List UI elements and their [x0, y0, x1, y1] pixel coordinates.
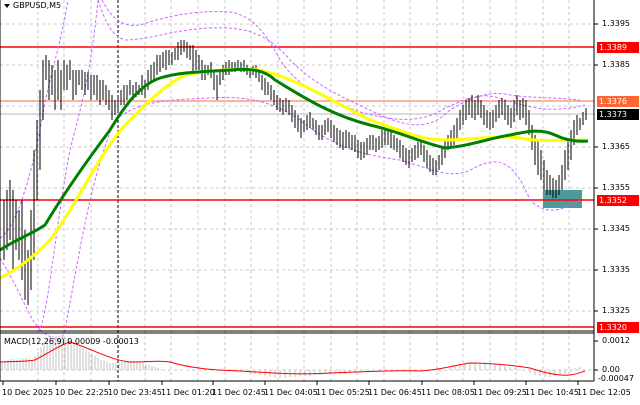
price-tick: 1.3355 — [602, 183, 630, 192]
price-tick: 1.3365 — [602, 142, 630, 151]
macd-histogram — [1, 336, 581, 378]
time-label: 11 Dec 02:45 — [212, 388, 266, 397]
time-label: 11 Dec 08:05 — [421, 388, 475, 397]
time-label: 11 Dec 04:05 — [264, 388, 318, 397]
price-label-level: 1.3376 — [597, 96, 639, 107]
price-label-resistance: 1.3389 — [597, 42, 639, 53]
ma-fast-line — [0, 67, 589, 252]
macd-label: MACD(12,26,9) 0.00009 -0.00013 — [4, 337, 139, 346]
price-label-support-low: 1.3320 — [597, 322, 639, 333]
price-label-current: 1.3373 — [597, 109, 639, 120]
time-label: 10 Dec 22:25 — [55, 388, 109, 397]
price-tick: 1.3325 — [602, 306, 630, 315]
time-label: 11 Dec 12:05 — [577, 388, 631, 397]
time-label: 11 Dec 05:25 — [316, 388, 370, 397]
time-label: 11 Dec 01:20 — [161, 388, 215, 397]
time-label: 11 Dec 09:25 — [473, 388, 527, 397]
price-tick: 1.3385 — [602, 60, 630, 69]
price-tick: 1.3335 — [602, 265, 630, 274]
time-label: 11 Dec 10:45 — [525, 388, 579, 397]
macd-tick: -0.00047 — [598, 374, 634, 383]
time-label: 11 Dec 06:45 — [368, 388, 422, 397]
price-tick: 1.3395 — [602, 19, 630, 28]
price-label-support: 1.3352 — [597, 195, 639, 206]
triangle-down-icon[interactable] — [4, 4, 10, 8]
symbol-label[interactable]: GBPUSD,M5 — [13, 1, 62, 10]
highlight-box — [543, 190, 582, 208]
macd-signal-line — [0, 341, 586, 376]
time-label: 10 Dec 2025 — [2, 388, 54, 397]
price-tick: 1.3345 — [602, 224, 630, 233]
time-label: 10 Dec 23:45 — [108, 388, 162, 397]
macd-tick: 0.0012 — [602, 336, 630, 345]
candlesticks — [3, 40, 587, 305]
macd-tick: 0.00 — [602, 365, 620, 374]
